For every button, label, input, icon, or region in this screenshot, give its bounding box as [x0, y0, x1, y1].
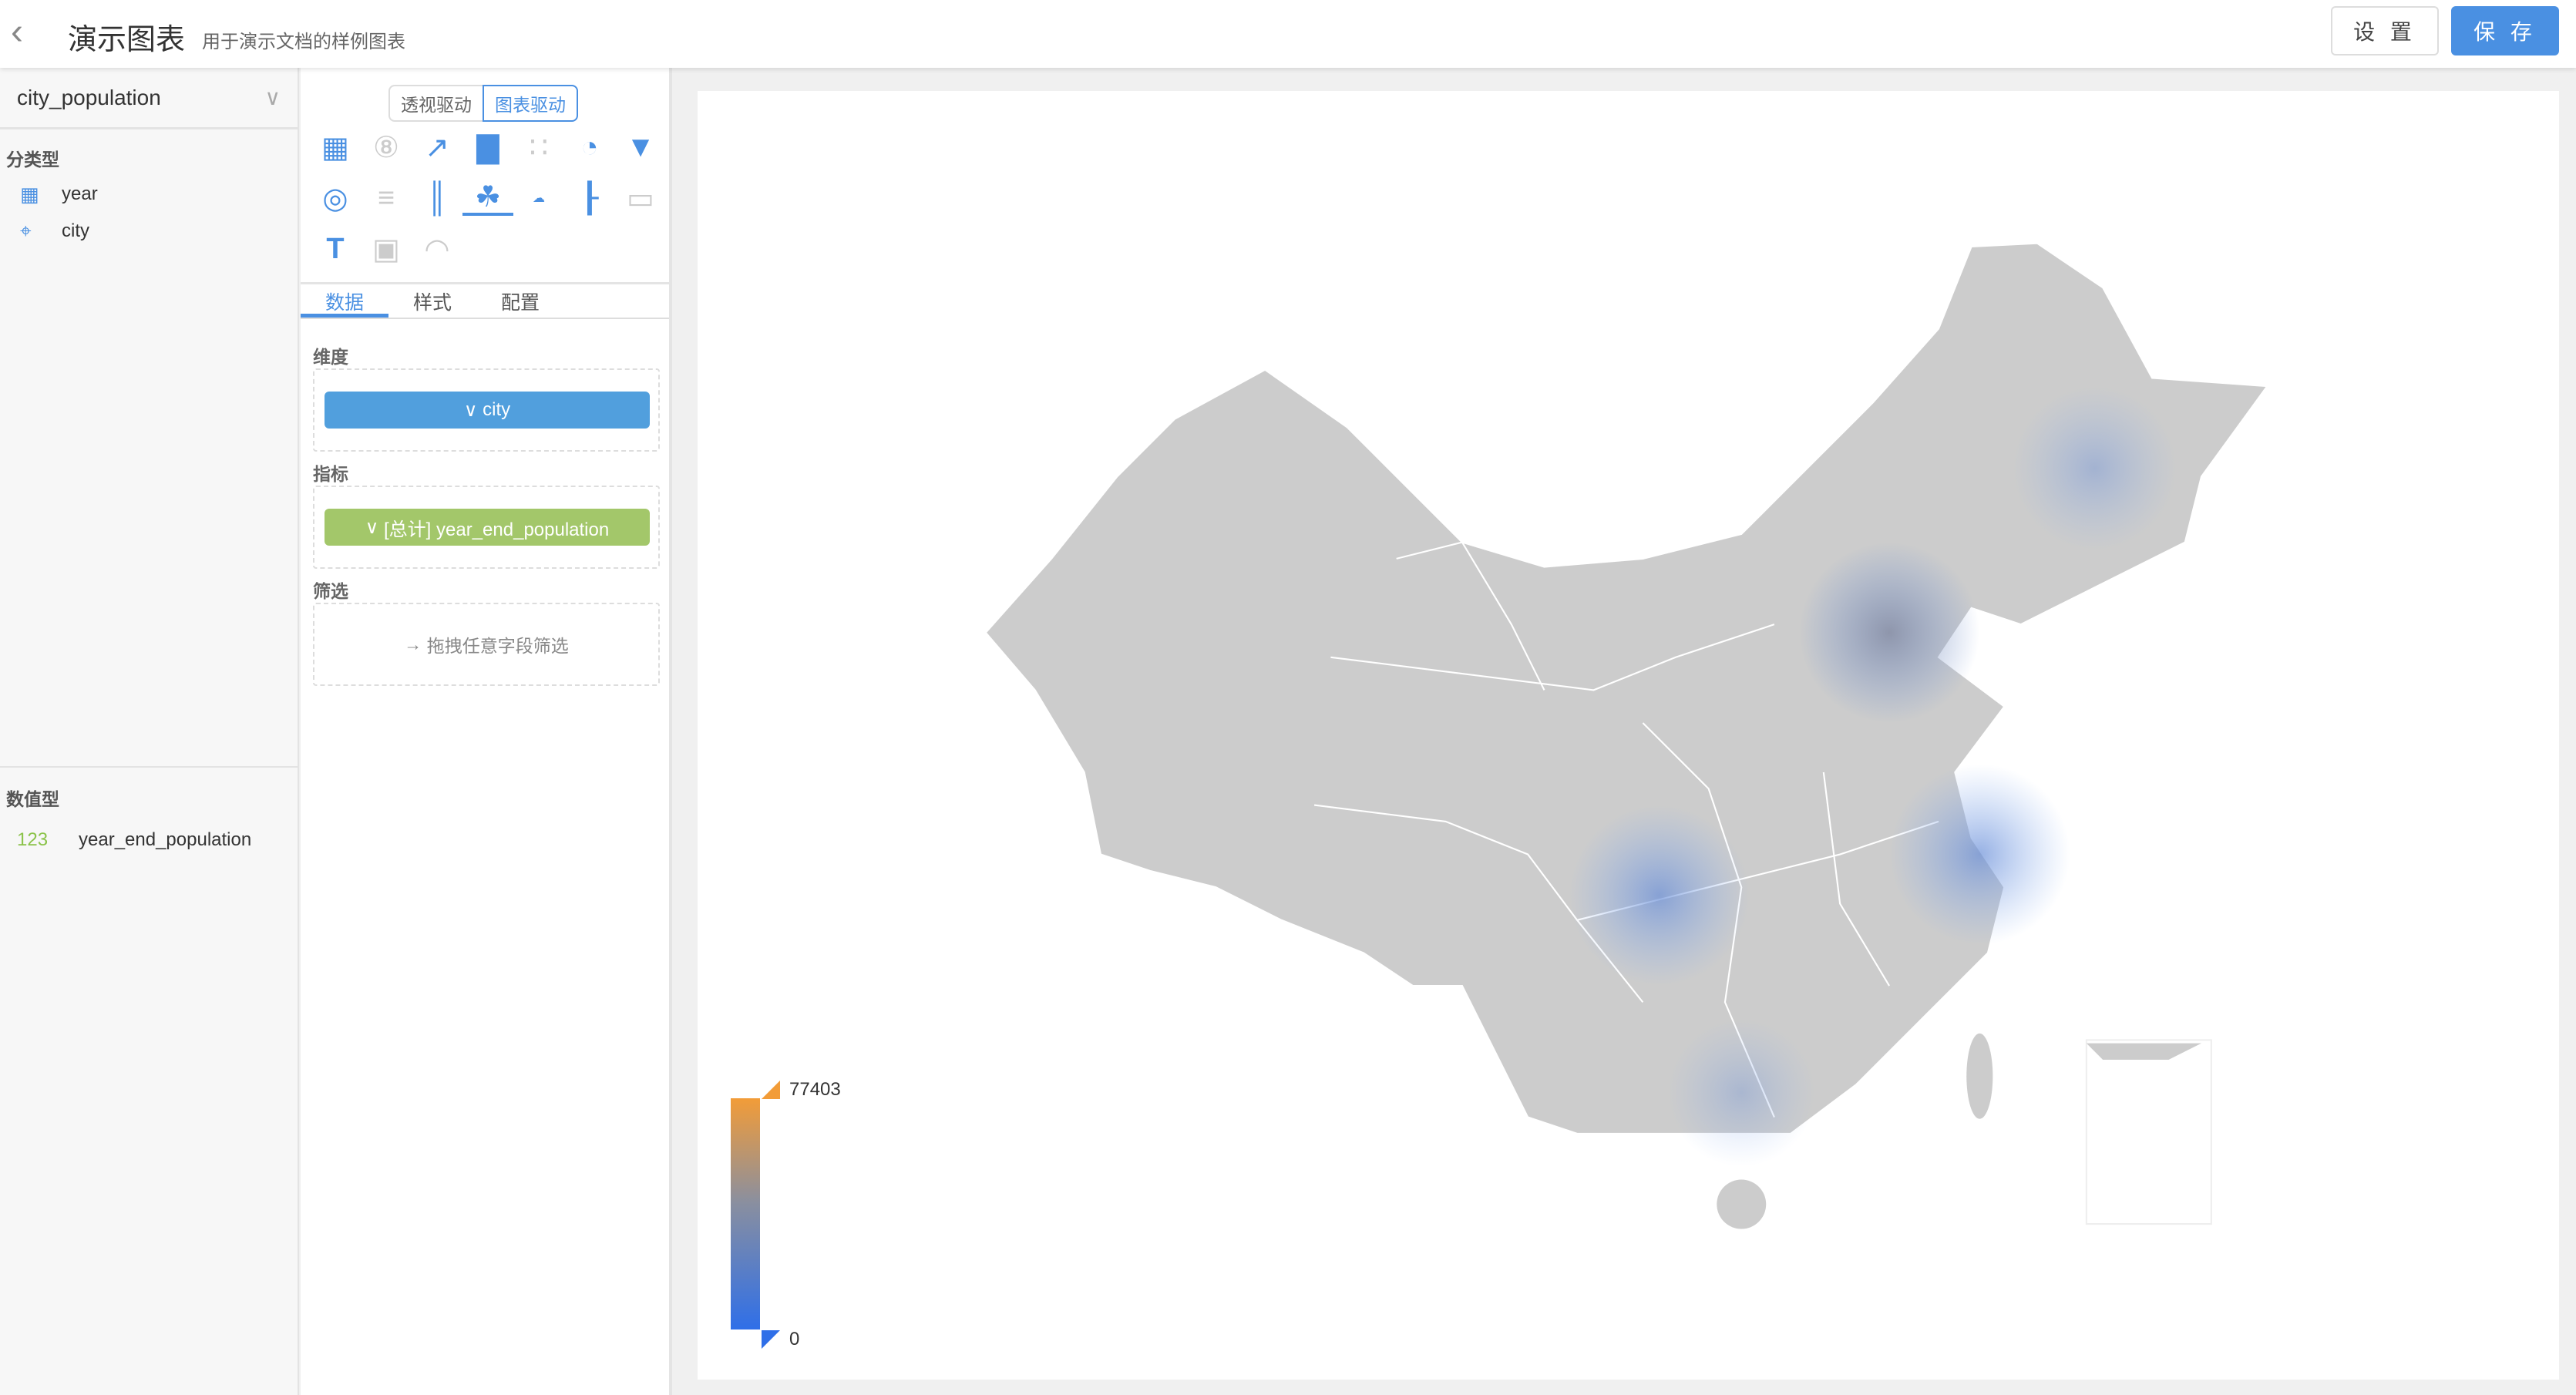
page-subtitle: 用于演示文档的样例图表: [202, 32, 405, 52]
table-icon[interactable]: ▦: [321, 131, 349, 164]
kpi-icon[interactable]: ⑧: [372, 131, 400, 164]
mode-pivot[interactable]: 透视驱动: [388, 85, 483, 122]
number-icon: 123: [17, 829, 49, 850]
dimension-value: city: [483, 399, 511, 420]
field-label: year_end_population: [79, 829, 252, 850]
panel-tabs: 数据 样式 配置: [301, 282, 669, 319]
line-chart-icon[interactable]: ↗: [425, 131, 449, 164]
mode-toggle: 透视驱动 图表驱动: [388, 85, 578, 122]
dimension-pill[interactable]: ∨ city: [325, 392, 650, 429]
map-pin-icon: ⌖: [20, 219, 32, 242]
iframe-icon[interactable]: ▭: [627, 182, 654, 215]
tab-data[interactable]: 数据: [301, 287, 388, 318]
field-city[interactable]: ⌖ city: [0, 213, 298, 250]
word-cloud-icon[interactable]: ☁: [533, 192, 545, 205]
categorical-label: 分类型: [6, 150, 59, 170]
field-year-end-population[interactable]: 123 year_end_population: [0, 822, 251, 859]
metric-pill[interactable]: ∨ [总计] year_end_population: [325, 509, 650, 546]
chevron-down-icon: ∨: [365, 516, 385, 538]
scatter-icon[interactable]: ∷: [529, 131, 549, 164]
back-icon[interactable]: ‹: [11, 12, 23, 52]
header: ‹ 演示图表 用于演示文档的样例图表 设 置 保 存: [0, 0, 2576, 68]
legend-max-label: 77403: [789, 1079, 841, 1100]
dimension-label: 维度: [313, 347, 348, 367]
field-label: city: [62, 220, 89, 241]
save-button[interactable]: 保 存: [2451, 6, 2559, 55]
page-title: 演示图表: [68, 24, 186, 56]
settings-button[interactable]: 设 置: [2331, 6, 2439, 55]
chart-type-grid: ▦ ⑧ ↗ ▇ ∷ ◔ ▼ ◎ ≡ ║ ☘ ☁ ┠ ▭ T ▣ ◠: [310, 129, 672, 267]
tab-config[interactable]: 配置: [500, 292, 540, 314]
dimension-dropzone[interactable]: ∨ city: [313, 368, 660, 452]
filter-placeholder: 拖拽任意字段筛选: [426, 636, 569, 656]
parallel-icon[interactable]: ≡: [377, 181, 395, 214]
visual-map-legend: [731, 1098, 760, 1329]
bar-chart-icon[interactable]: ▇: [476, 131, 499, 164]
dataset-select[interactable]: city_population ∨: [0, 68, 298, 129]
field-sidebar: city_population ∨ 分类型 ▦ year ⌖ city 数值型 123…: [0, 68, 299, 1395]
sankey-icon[interactable]: ║: [426, 181, 448, 214]
field-year[interactable]: ▦ year: [0, 176, 298, 213]
mode-chart[interactable]: 图表驱动: [483, 85, 578, 122]
chevron-down-icon: ∨: [463, 399, 483, 421]
config-panel: 透视驱动 图表驱动 ▦ ⑧ ↗ ▇ ∷ ◔ ▼ ◎ ≡ ║ ☘ ☁ ┠ ▭ T …: [301, 68, 672, 1395]
china-map-icon[interactable]: ☘: [462, 180, 513, 216]
tab-style[interactable]: 样式: [412, 292, 452, 314]
divider: [0, 766, 298, 768]
filter-dropzone[interactable]: → 拖拽任意字段筛选: [313, 603, 660, 686]
metric-dropzone[interactable]: ∨ [总计] year_end_population: [313, 486, 660, 569]
dataset-name: city_population: [17, 85, 161, 109]
legend-max-handle[interactable]: [762, 1081, 780, 1099]
filter-label: 筛选: [313, 581, 348, 601]
gauge-icon[interactable]: ◠: [424, 233, 450, 266]
metric-label: 指标: [313, 464, 348, 484]
text-icon[interactable]: T: [326, 232, 345, 265]
legend-min-handle[interactable]: [762, 1330, 780, 1349]
funnel-icon[interactable]: ▼: [626, 130, 655, 163]
waterfall-icon[interactable]: ┠: [580, 182, 599, 215]
chevron-down-icon: ∨: [264, 86, 281, 109]
legend-min-label: 0: [789, 1329, 800, 1350]
numeric-label: 数值型: [6, 789, 59, 809]
field-label: year: [62, 183, 98, 204]
dual-axis-icon[interactable]: ▣: [372, 233, 400, 266]
pie-chart-icon[interactable]: ◔: [580, 130, 599, 163]
metric-value: [总计] year_end_population: [384, 519, 610, 540]
chart-canvas[interactable]: [698, 91, 2559, 1380]
radar-icon[interactable]: ◎: [322, 182, 348, 215]
calendar-icon: ▦: [20, 182, 39, 206]
arrow-right-icon: →: [404, 634, 427, 654]
